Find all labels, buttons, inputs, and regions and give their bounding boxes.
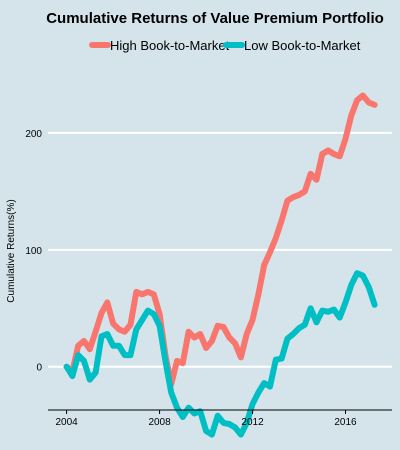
series-lines <box>63 92 378 438</box>
chart-title: Cumulative Returns of Value Premium Port… <box>46 10 384 27</box>
y-tick-label-200: 200 <box>25 129 42 140</box>
axes: 2004 2008 2012 2016 0 100 200 <box>25 129 392 428</box>
legend: High Book-to-Market Low Book-to-Market <box>89 38 361 53</box>
x-tick-label-2012: 2012 <box>241 417 264 428</box>
x-tick-label-2008: 2008 <box>148 417 171 428</box>
series-line-high-book-to-market <box>63 92 378 388</box>
x-tick-label-2016: 2016 <box>334 417 357 428</box>
y-tick-label-0: 0 <box>36 363 42 374</box>
series-line-low-book-to-market <box>63 270 378 438</box>
x-tick-label-2004: 2004 <box>55 417 78 428</box>
y-axis-label: Cumulative Returns(%) <box>6 199 17 302</box>
legend-label-low-book-to-market: Low Book-to-Market <box>244 38 361 53</box>
legend-label-high-book-to-market: High Book-to-Market <box>110 38 230 53</box>
y-tick-label-100: 100 <box>25 246 42 257</box>
gridlines <box>48 131 392 368</box>
